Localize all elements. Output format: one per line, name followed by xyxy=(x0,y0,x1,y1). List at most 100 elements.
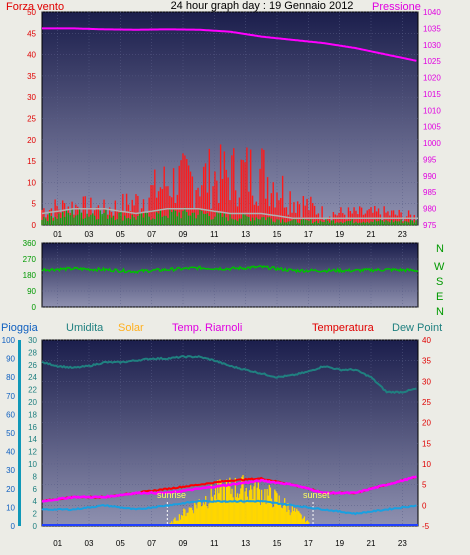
p1-left-tick: 0 xyxy=(32,221,37,230)
p1-x-tick: 21 xyxy=(367,230,376,239)
p3-x-tick: 01 xyxy=(53,539,62,548)
compass-n-top: N xyxy=(436,243,444,255)
p3-humidity-tick: 26 xyxy=(28,361,37,370)
p3-right-tick: 30 xyxy=(422,377,431,386)
p1-right-tick: 975 xyxy=(423,221,437,230)
p3-right-tick: 15 xyxy=(422,439,431,448)
p1-right-tick: 990 xyxy=(423,172,437,181)
p3-rain-tick: 0 xyxy=(11,522,16,531)
p3-rain-tick: 40 xyxy=(6,448,15,457)
chart-title: 24 hour graph day : 19 Gennaio 2012 xyxy=(171,0,354,12)
p1-left-tick: 50 xyxy=(27,8,36,17)
compass-s: S xyxy=(436,276,443,288)
p1-left-tick: 40 xyxy=(27,51,36,60)
p3-right-tick: 10 xyxy=(422,460,431,469)
p3-x-tick: 13 xyxy=(241,539,250,548)
p3-x-tick: 07 xyxy=(147,539,156,548)
p3-rain-tick: 80 xyxy=(6,373,15,382)
rain-axis-bar xyxy=(18,340,21,526)
p3-rain-tick: 100 xyxy=(2,336,16,345)
p3-humidity-tick: 18 xyxy=(28,410,37,419)
p3-right-tick: 40 xyxy=(422,336,431,345)
p2-left-tick: 180 xyxy=(23,271,37,280)
p1-x-tick: 05 xyxy=(116,230,125,239)
p1-left-tick: 35 xyxy=(27,72,36,81)
p1-right-tick: 1025 xyxy=(423,57,441,66)
p1-x-tick: 15 xyxy=(273,230,282,239)
p2-left-tick: 360 xyxy=(23,239,37,248)
compass-e: E xyxy=(436,291,443,303)
pioggia-label: Pioggia xyxy=(1,322,39,334)
temperatura-label: Temperatura xyxy=(312,322,375,334)
p1-x-tick: 09 xyxy=(179,230,188,239)
p3-humidity-tick: 4 xyxy=(33,497,38,506)
temp-riarnoli-line xyxy=(41,475,417,503)
p3-x-tick: 09 xyxy=(179,539,188,548)
sunrise-label: sunrise xyxy=(157,490,186,500)
sunset-label: sunset xyxy=(303,490,330,500)
pressione-label: Pressione xyxy=(372,1,421,13)
p2-left-tick: 90 xyxy=(27,287,36,296)
pressure-line xyxy=(42,27,417,62)
p1-right-tick: 995 xyxy=(423,155,437,164)
p3-humidity-tick: 16 xyxy=(28,423,37,432)
p3-x-tick: 17 xyxy=(304,539,313,548)
p3-humidity-tick: 20 xyxy=(28,398,37,407)
p1-right-tick: 1030 xyxy=(423,41,441,50)
p2-left-tick: 270 xyxy=(23,255,37,264)
p1-left-tick: 45 xyxy=(27,29,36,38)
p1-right-tick: 1035 xyxy=(423,24,441,33)
p3-x-tick: 03 xyxy=(85,539,94,548)
p3-humidity-tick: 10 xyxy=(28,460,37,469)
wind-average-line xyxy=(41,208,418,219)
p3-x-tick: 05 xyxy=(116,539,125,548)
p3-x-tick: 21 xyxy=(367,539,376,548)
compass-n-bottom: N xyxy=(436,306,444,318)
p3-humidity-tick: 6 xyxy=(33,485,38,494)
p3-right-tick: 0 xyxy=(422,501,427,510)
humidity-line xyxy=(41,354,417,395)
p3-rain-tick: 50 xyxy=(6,429,15,438)
p1-left-tick: 15 xyxy=(27,157,36,166)
p1-left-tick: 30 xyxy=(27,93,36,102)
p3-humidity-tick: 14 xyxy=(28,435,37,444)
temp-riarnoli-label: Temp. Riarnoli xyxy=(172,322,242,334)
p1-right-tick: 1010 xyxy=(423,106,441,115)
p1-right-tick: 1000 xyxy=(423,139,441,148)
wind-direction-line xyxy=(41,264,419,275)
p1-right-tick: 1005 xyxy=(423,123,441,132)
p1-left-tick: 25 xyxy=(27,115,36,124)
p3-rain-tick: 30 xyxy=(6,466,15,475)
p3-humidity-tick: 0 xyxy=(33,522,38,531)
umidita-label: Umidita xyxy=(66,322,104,334)
p3-x-tick: 11 xyxy=(210,539,219,548)
p3-humidity-tick: 28 xyxy=(28,348,37,357)
p3-rain-tick: 20 xyxy=(6,485,15,494)
p1-x-tick: 03 xyxy=(85,230,94,239)
p1-left-tick: 20 xyxy=(27,136,36,145)
p3-right-tick: -5 xyxy=(422,522,430,531)
p3-x-tick: 19 xyxy=(335,539,344,548)
p3-right-tick: 20 xyxy=(422,419,431,428)
p3-humidity-tick: 8 xyxy=(33,472,38,481)
p3-right-tick: 25 xyxy=(422,398,431,407)
wind-pressure-panel xyxy=(41,11,419,226)
p3-humidity-tick: 12 xyxy=(28,448,37,457)
p2-left-tick: 0 xyxy=(32,303,37,312)
p1-right-tick: 980 xyxy=(423,205,437,214)
p3-rain-tick: 10 xyxy=(6,503,15,512)
forza-vento-label: Forza vento xyxy=(6,1,64,13)
p1-x-tick: 13 xyxy=(241,230,250,239)
p1-x-tick: 19 xyxy=(335,230,344,239)
p1-x-tick: 17 xyxy=(304,230,313,239)
p3-x-tick: 23 xyxy=(398,539,407,548)
wind-direction-panel xyxy=(41,242,419,308)
dew-point-label: Dew Point xyxy=(392,322,442,334)
p3-humidity-tick: 24 xyxy=(28,373,37,382)
p3-x-tick: 15 xyxy=(273,539,282,548)
p3-humidity-tick: 2 xyxy=(33,510,38,519)
p1-right-tick: 1040 xyxy=(423,8,441,17)
p3-rain-tick: 60 xyxy=(6,410,15,419)
dew-point-line xyxy=(41,499,417,516)
